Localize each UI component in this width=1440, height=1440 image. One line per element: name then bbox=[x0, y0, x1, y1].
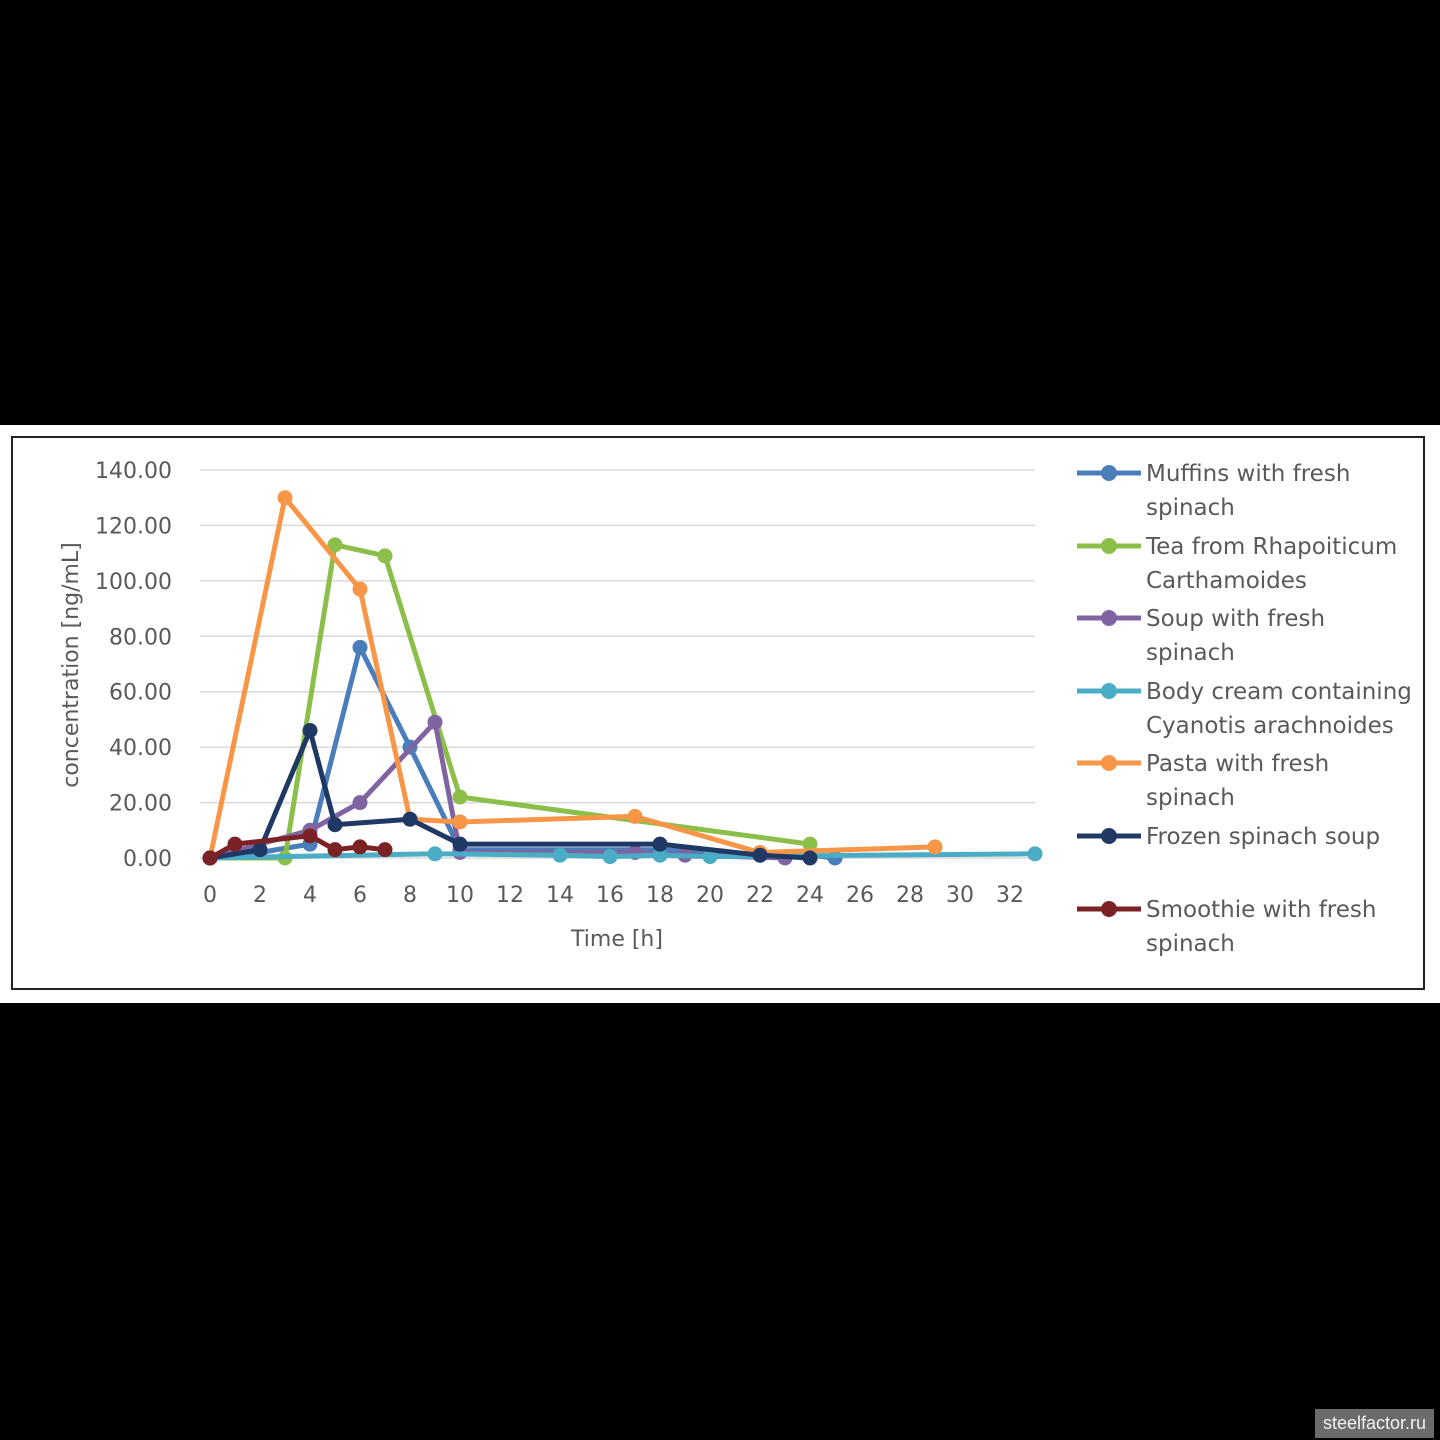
y-tick-labels: 0.00 20.00 40.00 60.00 80.00 100.00 120.00 140.… bbox=[95, 459, 172, 872]
x-tick-label: 10 bbox=[446, 883, 474, 908]
data-point bbox=[802, 836, 818, 852]
legend-marker bbox=[1101, 901, 1117, 917]
data-point bbox=[427, 846, 443, 862]
legend-label: Smoothie with fresh bbox=[1146, 897, 1376, 923]
legend-label-line2: Cyanotis arachnoides bbox=[1146, 713, 1394, 739]
x-tick-label: 24 bbox=[796, 883, 824, 908]
x-tick-label: 8 bbox=[403, 883, 417, 908]
legend-item-2: Tea from Rhapoiticum Carthamoides bbox=[1077, 534, 1397, 594]
legend-marker bbox=[1101, 465, 1117, 481]
y-tick-label: 80.00 bbox=[109, 625, 172, 650]
data-point bbox=[652, 847, 668, 863]
data-point bbox=[927, 839, 943, 855]
y-tick-label: 0.00 bbox=[123, 847, 172, 872]
legend-label-line2: spinach bbox=[1146, 495, 1235, 521]
legend-label: Body cream containing bbox=[1146, 679, 1412, 705]
legend-item-5: Pasta with fresh spinach bbox=[1077, 751, 1329, 811]
data-point bbox=[402, 811, 418, 827]
data-point bbox=[352, 795, 368, 811]
data-point bbox=[327, 817, 343, 833]
watermark: steelfactor.ru bbox=[1314, 1409, 1434, 1438]
series-line bbox=[210, 542, 811, 861]
x-tick-label: 4 bbox=[303, 883, 317, 908]
data-point bbox=[427, 714, 443, 730]
y-tick-label: 140.00 bbox=[95, 459, 172, 484]
legend-label-line2: spinach bbox=[1146, 931, 1235, 957]
x-axis-title: Time [h] bbox=[570, 927, 663, 952]
legend-marker bbox=[1101, 755, 1117, 771]
data-point bbox=[652, 836, 668, 852]
legend-marker bbox=[1101, 610, 1117, 626]
x-tick-label: 26 bbox=[846, 883, 874, 908]
gridlines bbox=[200, 469, 1035, 859]
legend-label: Tea from Rhapoiticum bbox=[1145, 534, 1397, 560]
data-point bbox=[202, 850, 218, 866]
x-tick-label: 20 bbox=[696, 883, 724, 908]
x-tick-label: 30 bbox=[946, 883, 974, 908]
x-tick-label: 12 bbox=[496, 883, 524, 908]
x-tick-label: 22 bbox=[746, 883, 774, 908]
y-tick-label: 40.00 bbox=[109, 736, 172, 761]
data-point bbox=[552, 847, 568, 863]
data-point bbox=[302, 828, 318, 844]
data-point bbox=[377, 548, 393, 564]
data-point bbox=[252, 842, 268, 858]
x-tick-label: 0 bbox=[203, 883, 217, 908]
legend-item-6: Frozen spinach soup bbox=[1077, 824, 1380, 850]
legend-label-line2: Carthamoides bbox=[1146, 568, 1307, 594]
y-tick-label: 20.00 bbox=[109, 792, 172, 817]
y-axis-title: concentration [ng/mL] bbox=[59, 542, 84, 788]
data-point bbox=[452, 789, 468, 805]
data-point bbox=[327, 842, 343, 858]
data-point bbox=[602, 849, 618, 865]
x-tick-labels: 0 2 4 6 8 10 12 14 16 18 20 22 24 26 28 30 32 bbox=[203, 883, 1024, 908]
x-tick-label: 28 bbox=[896, 883, 924, 908]
legend-label-line2: spinach bbox=[1146, 785, 1235, 811]
series-2 bbox=[202, 537, 818, 866]
y-tick-label: 60.00 bbox=[109, 681, 172, 706]
data-point bbox=[227, 836, 243, 852]
data-point bbox=[1027, 846, 1043, 862]
legend: Muffins with fresh spinach Tea from Rhapoi… bbox=[1077, 461, 1412, 957]
data-point bbox=[452, 836, 468, 852]
y-tick-label: 120.00 bbox=[95, 514, 172, 539]
legend-item-7: Smoothie with fresh spinach bbox=[1077, 897, 1376, 957]
data-point bbox=[452, 814, 468, 830]
legend-label: Muffins with fresh bbox=[1146, 461, 1350, 487]
data-point bbox=[702, 849, 718, 865]
legend-label: Pasta with fresh bbox=[1146, 751, 1329, 777]
chart-frame bbox=[11, 436, 1425, 990]
x-tick-label: 2 bbox=[253, 883, 267, 908]
data-point bbox=[327, 537, 343, 553]
x-tick-label: 6 bbox=[353, 883, 367, 908]
data-point bbox=[302, 723, 318, 739]
series-line bbox=[207, 495, 936, 859]
legend-item-1: Muffins with fresh spinach bbox=[1077, 461, 1350, 521]
legend-label: Frozen spinach soup bbox=[1146, 824, 1380, 850]
legend-marker bbox=[1101, 538, 1117, 554]
data-point bbox=[752, 847, 768, 863]
y-tick-label: 100.00 bbox=[95, 570, 172, 595]
series-lines bbox=[202, 490, 1043, 866]
x-tick-label: 14 bbox=[546, 883, 574, 908]
x-tick-label: 32 bbox=[996, 883, 1024, 908]
data-point bbox=[352, 839, 368, 855]
data-point bbox=[352, 639, 368, 655]
data-point bbox=[377, 842, 393, 858]
legend-label: Soup with fresh bbox=[1146, 606, 1325, 632]
x-tick-label: 18 bbox=[646, 883, 674, 908]
legend-item-3: Soup with fresh spinach bbox=[1077, 606, 1325, 666]
legend-marker bbox=[1101, 683, 1117, 699]
data-point bbox=[802, 850, 818, 866]
x-tick-label: 16 bbox=[596, 883, 624, 908]
legend-label-line2: spinach bbox=[1146, 640, 1235, 666]
data-point bbox=[352, 581, 368, 597]
legend-marker bbox=[1101, 828, 1117, 844]
legend-item-4: Body cream containing Cyanotis arachnoide… bbox=[1077, 679, 1412, 739]
data-point bbox=[627, 808, 643, 824]
data-point bbox=[277, 490, 293, 506]
series-7 bbox=[202, 828, 393, 866]
